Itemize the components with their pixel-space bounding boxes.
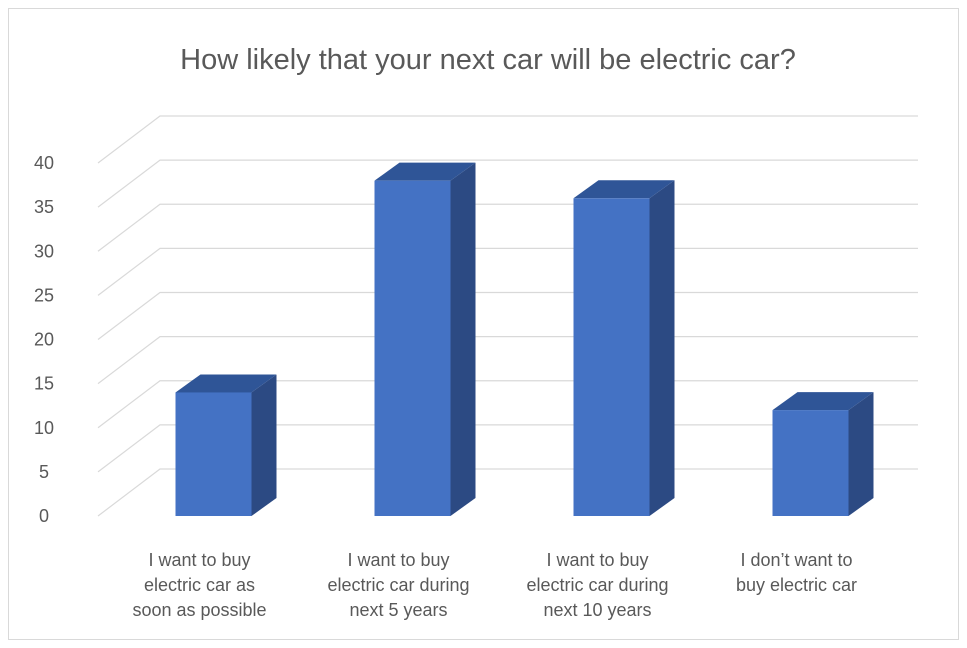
bar-side-face: [450, 162, 476, 516]
bars: [175, 162, 874, 517]
bar: [175, 374, 277, 516]
bar: [772, 392, 874, 516]
category-label: I want to buy electric car as soon as poss…: [132, 550, 266, 620]
y-tick-label: 15: [34, 374, 54, 394]
bar-top-face: [573, 180, 675, 199]
gridline: [97, 159, 918, 208]
chart-title: How likely that your next car will be el…: [180, 44, 796, 76]
y-tick-label: 25: [34, 285, 54, 305]
y-tick-label: 10: [34, 418, 54, 438]
bar-top-face: [175, 374, 277, 393]
bar-front-face: [573, 198, 650, 517]
chart-frame: [8, 8, 959, 640]
y-tick-label: 0: [39, 506, 49, 526]
category-label: I want to buy electric car during next 10 …: [526, 550, 668, 620]
bar: [573, 180, 675, 517]
bar-side-face: [649, 180, 675, 517]
bar-front-face: [175, 392, 252, 516]
gridline: [97, 115, 918, 164]
bar-side-face: [848, 392, 874, 516]
bar-side-face: [251, 374, 277, 516]
bar-front-face: [772, 410, 849, 516]
y-tick-label: 30: [34, 241, 54, 261]
category-label: I don’t want to buy electric car: [736, 550, 857, 595]
bar: [374, 162, 476, 516]
bar-top-face: [374, 162, 476, 181]
gridline: [97, 291, 918, 340]
y-tick-label: 40: [34, 153, 54, 173]
bar-top-face: [772, 392, 874, 411]
y-tick-label: 20: [34, 330, 54, 350]
y-axis-ticks: 0 5 10 15 20 25 30 35 40: [34, 153, 54, 526]
category-label: I want to buy electric car during next 5 y…: [327, 550, 469, 620]
gridline: [97, 247, 918, 296]
bar-front-face: [374, 180, 451, 516]
y-tick-label: 35: [34, 197, 54, 217]
gridline: [97, 203, 918, 252]
y-tick-label: 5: [39, 462, 49, 482]
x-axis-categories: I want to buy electric car as soon as poss…: [132, 550, 857, 620]
